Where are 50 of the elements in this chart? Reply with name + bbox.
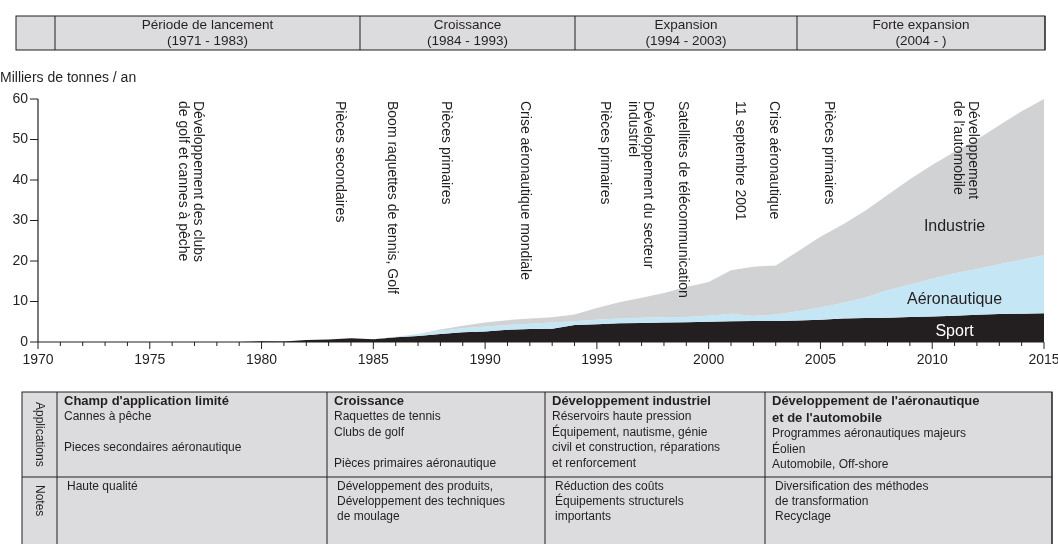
text: Cannes à pêche Pieces secondaires aéronautique bbox=[64, 409, 242, 454]
text: Croissance bbox=[334, 393, 405, 408]
text: Développement des produits, Développement des techniques de moulage bbox=[337, 479, 506, 523]
x-tick-label: 1990 bbox=[469, 351, 501, 367]
text: Réservoirs haute pression Équipement, nautisme, génie civil et construction, réparations et renforcement bbox=[552, 409, 721, 470]
x-tick-label: 1995 bbox=[581, 351, 613, 367]
text: Diversification des méthodes de transformation Recyclage bbox=[775, 479, 929, 523]
annotation: Crise aéronautique bbox=[767, 101, 784, 220]
text: Développement de l'aéronautique et de l'automobile bbox=[772, 393, 980, 425]
x-tick-label: 1985 bbox=[357, 351, 390, 367]
text: Développement industriel bbox=[552, 393, 711, 408]
y-tick-label: 60 bbox=[12, 89, 29, 106]
annotation: Pièces primaires bbox=[598, 101, 615, 205]
x-tick-label: 1980 bbox=[245, 351, 278, 367]
y-tick-label: 20 bbox=[12, 251, 29, 268]
text: Champ d'application limité bbox=[64, 393, 229, 408]
annotation: Développement de l'automobile bbox=[950, 101, 982, 200]
series-label: Sport bbox=[935, 322, 975, 340]
text: Expansion (1994 - 2003) bbox=[645, 17, 727, 48]
annotation: Crise aéronautique mondiale bbox=[518, 101, 535, 281]
text: Programmes aéronautiques majeurs Éolien Automobile, Off-shore bbox=[772, 426, 967, 471]
x-tick-label: 2010 bbox=[916, 351, 948, 367]
text: Période de lancement (1971 - 1983) bbox=[141, 17, 274, 48]
x-tick-label: 2005 bbox=[804, 351, 837, 367]
x-tick-label: 2000 bbox=[693, 351, 725, 367]
x-tick-label: 1975 bbox=[134, 351, 166, 367]
y-tick-label: 0 bbox=[20, 332, 29, 349]
annotation: Développement du secteur industriel bbox=[625, 101, 657, 269]
y-tick-label: 10 bbox=[12, 292, 29, 309]
series-label: Industrie bbox=[923, 217, 986, 235]
text: Raquettes de tennis Clubs de golf Pièces primaires aéronautique bbox=[334, 409, 497, 470]
series-label: Aéronautique bbox=[906, 289, 1003, 307]
annotation: Pièces primaires bbox=[439, 101, 456, 205]
y-tick-label: 50 bbox=[12, 130, 29, 147]
annotation: Pièces primaires bbox=[822, 101, 839, 205]
text: Réduction des coûts Équipements structurels importants bbox=[555, 479, 684, 523]
text: Applications bbox=[32, 402, 47, 467]
y-axis-title: Milliers de tonnes / an bbox=[0, 69, 137, 85]
annotation: 11 septembre 2001 bbox=[733, 101, 750, 221]
x-tick-label: 1970 bbox=[22, 351, 54, 367]
text: Notes bbox=[32, 485, 47, 517]
y-tick-label: 30 bbox=[12, 211, 29, 228]
text: Haute qualité bbox=[67, 479, 139, 493]
annotation: Développement des clubs de golf et cannes à pêche bbox=[175, 101, 207, 263]
annotation: Pièces secondaires bbox=[333, 101, 350, 223]
annotation: Boom raquettes de tennis, Golf bbox=[385, 101, 402, 295]
text: Forte expansion (2004 - ) bbox=[872, 17, 970, 48]
y-tick-label: 40 bbox=[12, 170, 29, 187]
annotation: Satellites de télécommunication bbox=[676, 101, 693, 298]
text: Croissance (1984 - 1993) bbox=[426, 17, 509, 48]
